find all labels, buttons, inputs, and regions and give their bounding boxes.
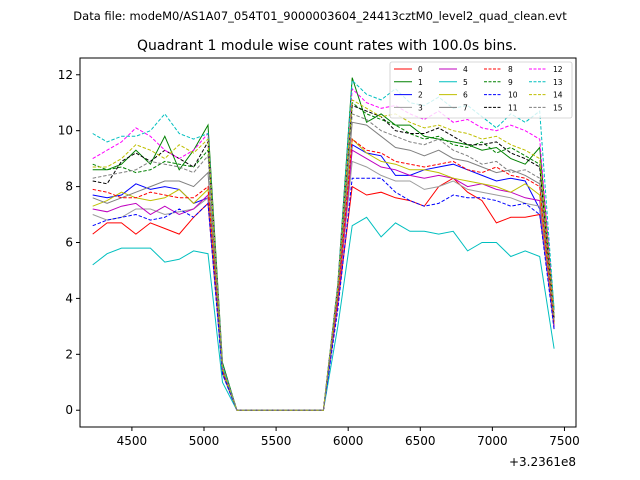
series-line-12 — [92, 87, 555, 411]
x-tick-label: 7000 — [477, 434, 508, 448]
legend-frame — [389, 61, 573, 119]
series-line-5 — [92, 216, 555, 411]
legend-label-7: 7 — [463, 103, 468, 112]
y-tick-label: 0 — [65, 403, 73, 417]
y-tick-label: 8 — [65, 180, 73, 194]
y-tick-label: 6 — [65, 236, 73, 250]
data-file-suptitle: Data file: modeM0/AS1A07_054T01_90000036… — [73, 9, 567, 23]
y-tick-label: 12 — [58, 68, 73, 82]
series-line-6 — [92, 138, 555, 411]
x-tick-label: 5500 — [261, 434, 292, 448]
legend-label-10: 10 — [508, 91, 518, 100]
legend-label-14: 14 — [553, 91, 563, 100]
y-tick-label: 4 — [65, 291, 73, 305]
y-tick-label: 2 — [65, 347, 73, 361]
legend-label-8: 8 — [508, 65, 513, 74]
legend-label-0: 0 — [418, 65, 423, 74]
legend-label-1: 1 — [418, 78, 423, 87]
legend-label-5: 5 — [463, 78, 468, 87]
series-line-13 — [92, 79, 555, 411]
legend-label-15: 15 — [553, 103, 563, 112]
legend-label-2: 2 — [418, 91, 423, 100]
plot-lines — [92, 77, 555, 411]
series-line-7 — [92, 121, 555, 411]
series-line-11 — [92, 104, 555, 411]
series-line-4 — [92, 149, 555, 411]
legend-label-6: 6 — [463, 91, 468, 100]
x-offset-label: +3.2361e8 — [509, 455, 576, 469]
series-line-8 — [92, 138, 555, 411]
x-tick-label: 4500 — [117, 434, 148, 448]
x-tick-label: 7500 — [549, 434, 580, 448]
series-line-1 — [92, 77, 555, 411]
series-line-14 — [92, 99, 555, 411]
x-tick-label: 5000 — [189, 434, 220, 448]
chart-title: Quadrant 1 module wise count rates with … — [137, 38, 517, 54]
legend-label-12: 12 — [553, 65, 563, 74]
x-tick-label: 6000 — [333, 434, 364, 448]
series-line-15 — [92, 113, 555, 411]
series-line-9 — [92, 101, 555, 411]
x-tick-label: 6500 — [405, 434, 436, 448]
legend-label-3: 3 — [418, 103, 423, 112]
legend-label-4: 4 — [463, 65, 468, 74]
legend-label-13: 13 — [553, 78, 563, 87]
legend-label-11: 11 — [508, 103, 518, 112]
y-tick-label: 10 — [58, 124, 73, 138]
legend-label-9: 9 — [508, 78, 513, 87]
